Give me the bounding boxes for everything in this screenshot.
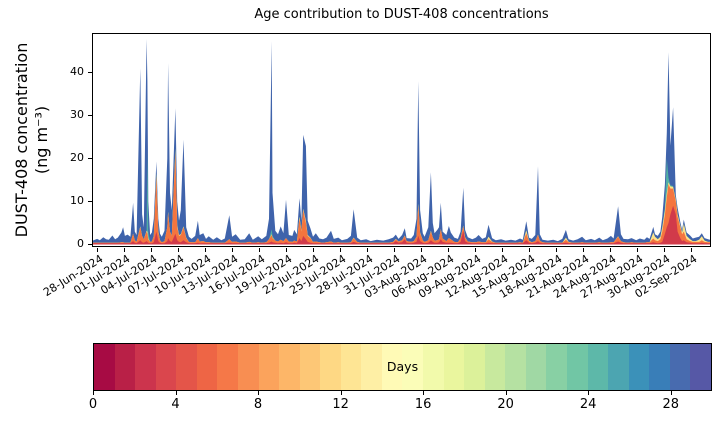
area-layer-age-24-30-days <box>93 39 710 245</box>
colorbar-segment <box>176 344 197 390</box>
x-tick-mark <box>636 248 638 252</box>
colorbar-segment <box>402 344 423 390</box>
colorbar-segment <box>443 344 465 390</box>
colorbar <box>93 343 712 391</box>
x-tick-mark <box>474 248 476 252</box>
colorbar-tick-label: 28 <box>662 397 679 412</box>
x-tick-mark <box>690 248 692 252</box>
colorbar-segment <box>114 344 136 390</box>
x-tick-mark <box>528 248 530 252</box>
colorbar-tick-mark <box>175 391 177 395</box>
colorbar-segment <box>361 344 382 390</box>
y-tick-label: 10 <box>70 194 84 207</box>
area-layer-age-0-4-days <box>93 205 710 245</box>
colorbar-segment <box>340 344 362 390</box>
colorbar-tick-label: 16 <box>414 397 432 412</box>
y-tick-mark <box>88 114 92 116</box>
colorbar-segment <box>566 344 588 390</box>
colorbar-segment <box>669 344 691 390</box>
colorbar-tick-label: 8 <box>253 397 263 412</box>
y-tick-mark <box>88 157 92 159</box>
colorbar-tick-label: 12 <box>332 397 349 412</box>
x-tick-mark <box>150 248 152 252</box>
colorbar-tick-label: 4 <box>171 397 180 412</box>
colorbar-segment <box>649 344 670 390</box>
x-tick-mark <box>96 248 98 252</box>
colorbar-segment <box>94 344 115 390</box>
y-tick-mark <box>88 71 92 73</box>
colorbar-segment <box>525 344 547 390</box>
y-axis-label: DUST-408 concentration (ng m⁻³) <box>12 0 54 290</box>
colorbar-segment <box>279 344 300 390</box>
x-tick-mark <box>582 248 584 252</box>
area-layer-age-4-12-days <box>93 152 710 245</box>
colorbar-segment <box>484 344 506 390</box>
colorbar-tick-mark <box>340 391 342 395</box>
y-axis-label-line1: DUST-408 concentration <box>12 42 31 238</box>
colorbar-segment <box>546 344 567 390</box>
y-tick-label: 0 <box>77 237 84 250</box>
x-tick-mark <box>501 248 503 252</box>
colorbar-segment <box>258 344 280 390</box>
colorbar-tick-label: 0 <box>88 397 98 412</box>
x-tick-mark <box>366 248 368 252</box>
colorbar-segment <box>237 344 259 390</box>
colorbar-tick-mark <box>505 391 507 395</box>
x-tick-mark <box>123 248 125 252</box>
y-tick-mark <box>88 200 92 202</box>
x-tick-mark <box>420 248 422 252</box>
x-tick-mark <box>663 248 665 252</box>
x-tick-mark <box>339 248 341 252</box>
x-tick-mark <box>177 248 179 252</box>
x-tick-mark <box>204 248 206 252</box>
colorbar-segment <box>299 344 321 390</box>
chart-title: Age contribution to DUST-408 concentrati… <box>254 7 549 22</box>
colorbar-segment <box>320 344 341 390</box>
colorbar-tick-label: 20 <box>497 397 514 412</box>
colorbar-segment <box>464 344 485 390</box>
x-tick-mark <box>609 248 611 252</box>
y-axis-label-line2: (ng m⁻³) <box>32 105 51 175</box>
colorbar-segment <box>423 344 444 390</box>
colorbar-tick-mark <box>423 391 425 395</box>
colorbar-segment <box>381 344 403 390</box>
plot-area <box>92 33 711 247</box>
colorbar-segment <box>690 344 711 390</box>
colorbar-segment <box>505 344 526 390</box>
x-tick-mark <box>447 248 449 252</box>
x-tick-mark <box>258 248 260 252</box>
x-tick-mark <box>285 248 287 252</box>
x-tick-mark <box>555 248 557 252</box>
colorbar-tick-mark <box>258 391 260 395</box>
x-tick-mark <box>312 248 314 252</box>
colorbar-tick-label: 24 <box>579 397 597 412</box>
colorbar-tick-mark <box>588 391 590 395</box>
y-tick-label: 30 <box>70 108 84 121</box>
colorbar-segment <box>628 344 650 390</box>
colorbar-tick-mark <box>93 391 94 395</box>
y-tick-label: 20 <box>70 151 84 164</box>
x-tick-mark <box>393 248 395 252</box>
stacked-area-chart <box>93 39 710 245</box>
colorbar-segment <box>217 344 238 390</box>
colorbar-segment <box>155 344 177 390</box>
colorbar-label: Days <box>386 359 419 374</box>
colorbar-segment <box>196 344 218 390</box>
colorbar-segment <box>608 344 629 390</box>
x-tick-mark <box>231 248 233 252</box>
colorbar-segment <box>135 344 156 390</box>
y-tick-mark <box>88 243 92 245</box>
colorbar-segment <box>587 344 609 390</box>
colorbar-tick-mark <box>670 391 672 395</box>
y-tick-label: 40 <box>70 65 84 78</box>
